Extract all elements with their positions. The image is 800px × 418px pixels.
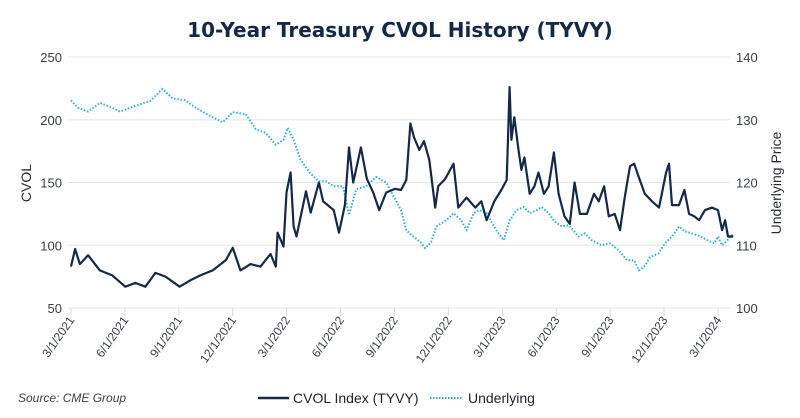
y-tick-label: 200: [40, 113, 62, 128]
x-tick-label: 6/1/2023: [524, 313, 562, 360]
x-tick-label: 9/1/2022: [363, 313, 401, 360]
y2-tick-label: 140: [736, 50, 758, 65]
x-tick-label: 6/1/2021: [93, 313, 131, 360]
y-tick-label: 50: [48, 301, 62, 316]
legend-cvol-label: CVOL Index (TYVY): [293, 390, 419, 406]
y2-tick-label: 110: [736, 238, 757, 253]
y-axis-title: CVOL: [18, 164, 34, 202]
x-tick-label: 6/1/2022: [309, 313, 347, 360]
legend-underlying-label: Underlying: [468, 390, 535, 406]
x-tick-label: 9/1/2021: [147, 313, 185, 360]
y2-tick-label: 120: [736, 176, 758, 191]
x-tick-label: 12/1/2021: [197, 313, 239, 365]
y-tick-label: 100: [40, 238, 62, 253]
x-tick-label: 3/1/2022: [255, 313, 293, 360]
x-tick-label: 3/1/2023: [471, 313, 509, 360]
y-tick-label: 250: [40, 50, 62, 65]
legend: CVOL Index (TYVY) Underlying: [258, 390, 535, 406]
underlying-line: [70, 88, 735, 272]
y2-axis-title: Underlying Price: [768, 131, 784, 234]
x-tick-label: 3/1/2024: [686, 313, 724, 360]
left-axis-ticks: 250 200 150 100 50: [40, 50, 62, 316]
source-note: Source: CME Group: [18, 391, 126, 405]
series-lines: [69, 86, 735, 288]
x-tick-label: 9/1/2023: [578, 313, 616, 360]
gridlines: [68, 56, 730, 309]
y-tick-label: 150: [40, 176, 62, 191]
x-tick-label: 3/1/2021: [39, 313, 77, 360]
y2-tick-label: 100: [736, 301, 758, 316]
y2-tick-label: 130: [736, 113, 758, 128]
x-tick-label: 12/1/2023: [628, 313, 670, 365]
cvol-line: [69, 86, 734, 288]
right-axis-ticks: 140 130 120 110 100: [736, 50, 758, 316]
x-tick-label: 12/1/2022: [413, 313, 455, 365]
chart-title: 10-Year Treasury CVOL History (TYVY): [187, 18, 613, 42]
x-axis-ticks: 3/1/2021 6/1/2021 9/1/2021 12/1/2021 3/1/202…: [39, 308, 725, 365]
